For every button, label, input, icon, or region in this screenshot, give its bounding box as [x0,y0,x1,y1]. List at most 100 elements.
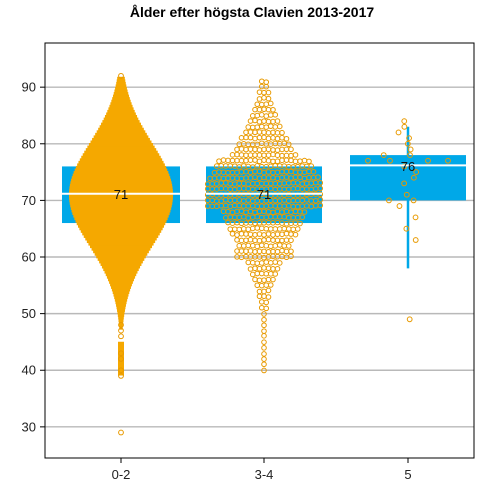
point-band-0-2 [115,300,127,305]
point-band-0-2 [71,209,171,213]
point-3-4 [243,231,249,237]
point-3-4 [261,157,267,163]
point-3-4 [252,129,258,136]
point-5 [406,135,412,142]
point-5 [413,169,420,175]
point-band-0-2 [105,272,137,277]
point-3-4 [247,152,254,158]
point-band-0-2 [71,178,171,182]
point-band-0-2 [73,171,169,175]
point-3-4 [292,231,299,238]
point-band-0-2 [114,89,128,93]
point-3-4 [285,243,292,249]
point-3-4 [261,316,267,323]
point-3-4 [258,112,265,118]
point-3-4 [272,124,279,130]
point-3-4 [263,79,270,85]
point-3-4 [265,129,272,136]
point-3-4 [261,237,267,243]
point-band-0-2 [83,234,159,238]
point-0-2 [118,429,124,436]
point-3-4 [279,157,285,164]
point-3-4 [265,135,272,142]
point-band-0-2 [91,247,151,251]
point-3-4 [231,226,238,232]
point-5 [445,157,451,164]
point-3-4 [265,89,272,96]
point-3-4 [267,282,274,288]
point-band-0-2 [114,298,128,302]
point-3-4 [261,333,267,339]
point-3-4 [249,242,256,249]
point-3-4 [283,248,290,255]
point-3-4 [247,118,254,124]
point-3-4 [247,236,254,243]
point-band-0-2 [82,153,160,157]
point-band-0-2 [116,79,126,83]
point-3-4 [252,231,258,238]
point-3-4 [274,265,281,272]
point-band-0-2 [81,155,161,159]
point-3-4 [229,152,236,158]
point-3-4 [272,259,279,265]
y-axis: 30 40 50 60 70 80 90 [22,80,45,434]
point-3-4 [252,237,258,244]
point-3-4 [258,225,265,232]
point-3-4 [252,152,258,158]
point-5 [396,203,403,209]
point-0-2 [118,356,124,362]
x-tick-label-3-4: 3-4 [255,467,274,482]
point-3-4 [227,226,234,232]
point-3-4 [267,243,274,250]
point-band-0-2 [101,122,141,126]
point-0-2 [118,367,124,374]
point-3-4 [292,158,299,165]
median-label-3-4: 71 [257,187,271,202]
point-band-0-2 [80,229,162,233]
point-3-4 [274,248,281,255]
point-3-4 [243,129,249,136]
point-band-0-2 [116,306,126,310]
y-tick-label-30: 30 [22,419,36,434]
point-3-4 [261,152,267,159]
point-band-0-2 [98,127,144,131]
point-3-4 [270,151,276,158]
point-3-4 [265,265,272,272]
point-3-4 [274,135,281,142]
point-5 [410,197,417,204]
point-3-4 [249,259,256,266]
point-3-4 [270,276,276,283]
point-3-4 [276,123,283,130]
point-3-4 [261,345,267,351]
point-3-4 [272,226,279,232]
point-3-4 [238,146,245,152]
point-3-4 [256,231,263,237]
point-0-2 [118,327,124,334]
point-3-4 [288,248,294,255]
point-3-4 [265,118,272,125]
point-3-4 [256,118,263,125]
point-3-4 [267,226,274,232]
point-3-4 [252,265,258,272]
point-3-4 [256,265,263,272]
point-3-4 [279,134,285,141]
point-3-4 [265,146,272,153]
point-band-0-2 [100,262,142,266]
point-3-4 [270,158,276,165]
point-3-4 [234,237,240,243]
point-0-2 [118,72,124,79]
point-band-0-2 [118,344,124,348]
point-3-4 [283,157,290,163]
point-3-4 [292,152,299,158]
point-band-0-2 [106,112,136,116]
point-band-0-2 [102,120,140,124]
point-3-4 [234,157,240,164]
point-3-4 [270,237,276,243]
point-band-0-2 [110,283,132,287]
point-3-4 [315,174,321,180]
point-band-0-2 [118,367,124,371]
point-band-0-2 [90,140,152,144]
point-3-4 [256,158,263,165]
point-3-4 [249,124,256,131]
